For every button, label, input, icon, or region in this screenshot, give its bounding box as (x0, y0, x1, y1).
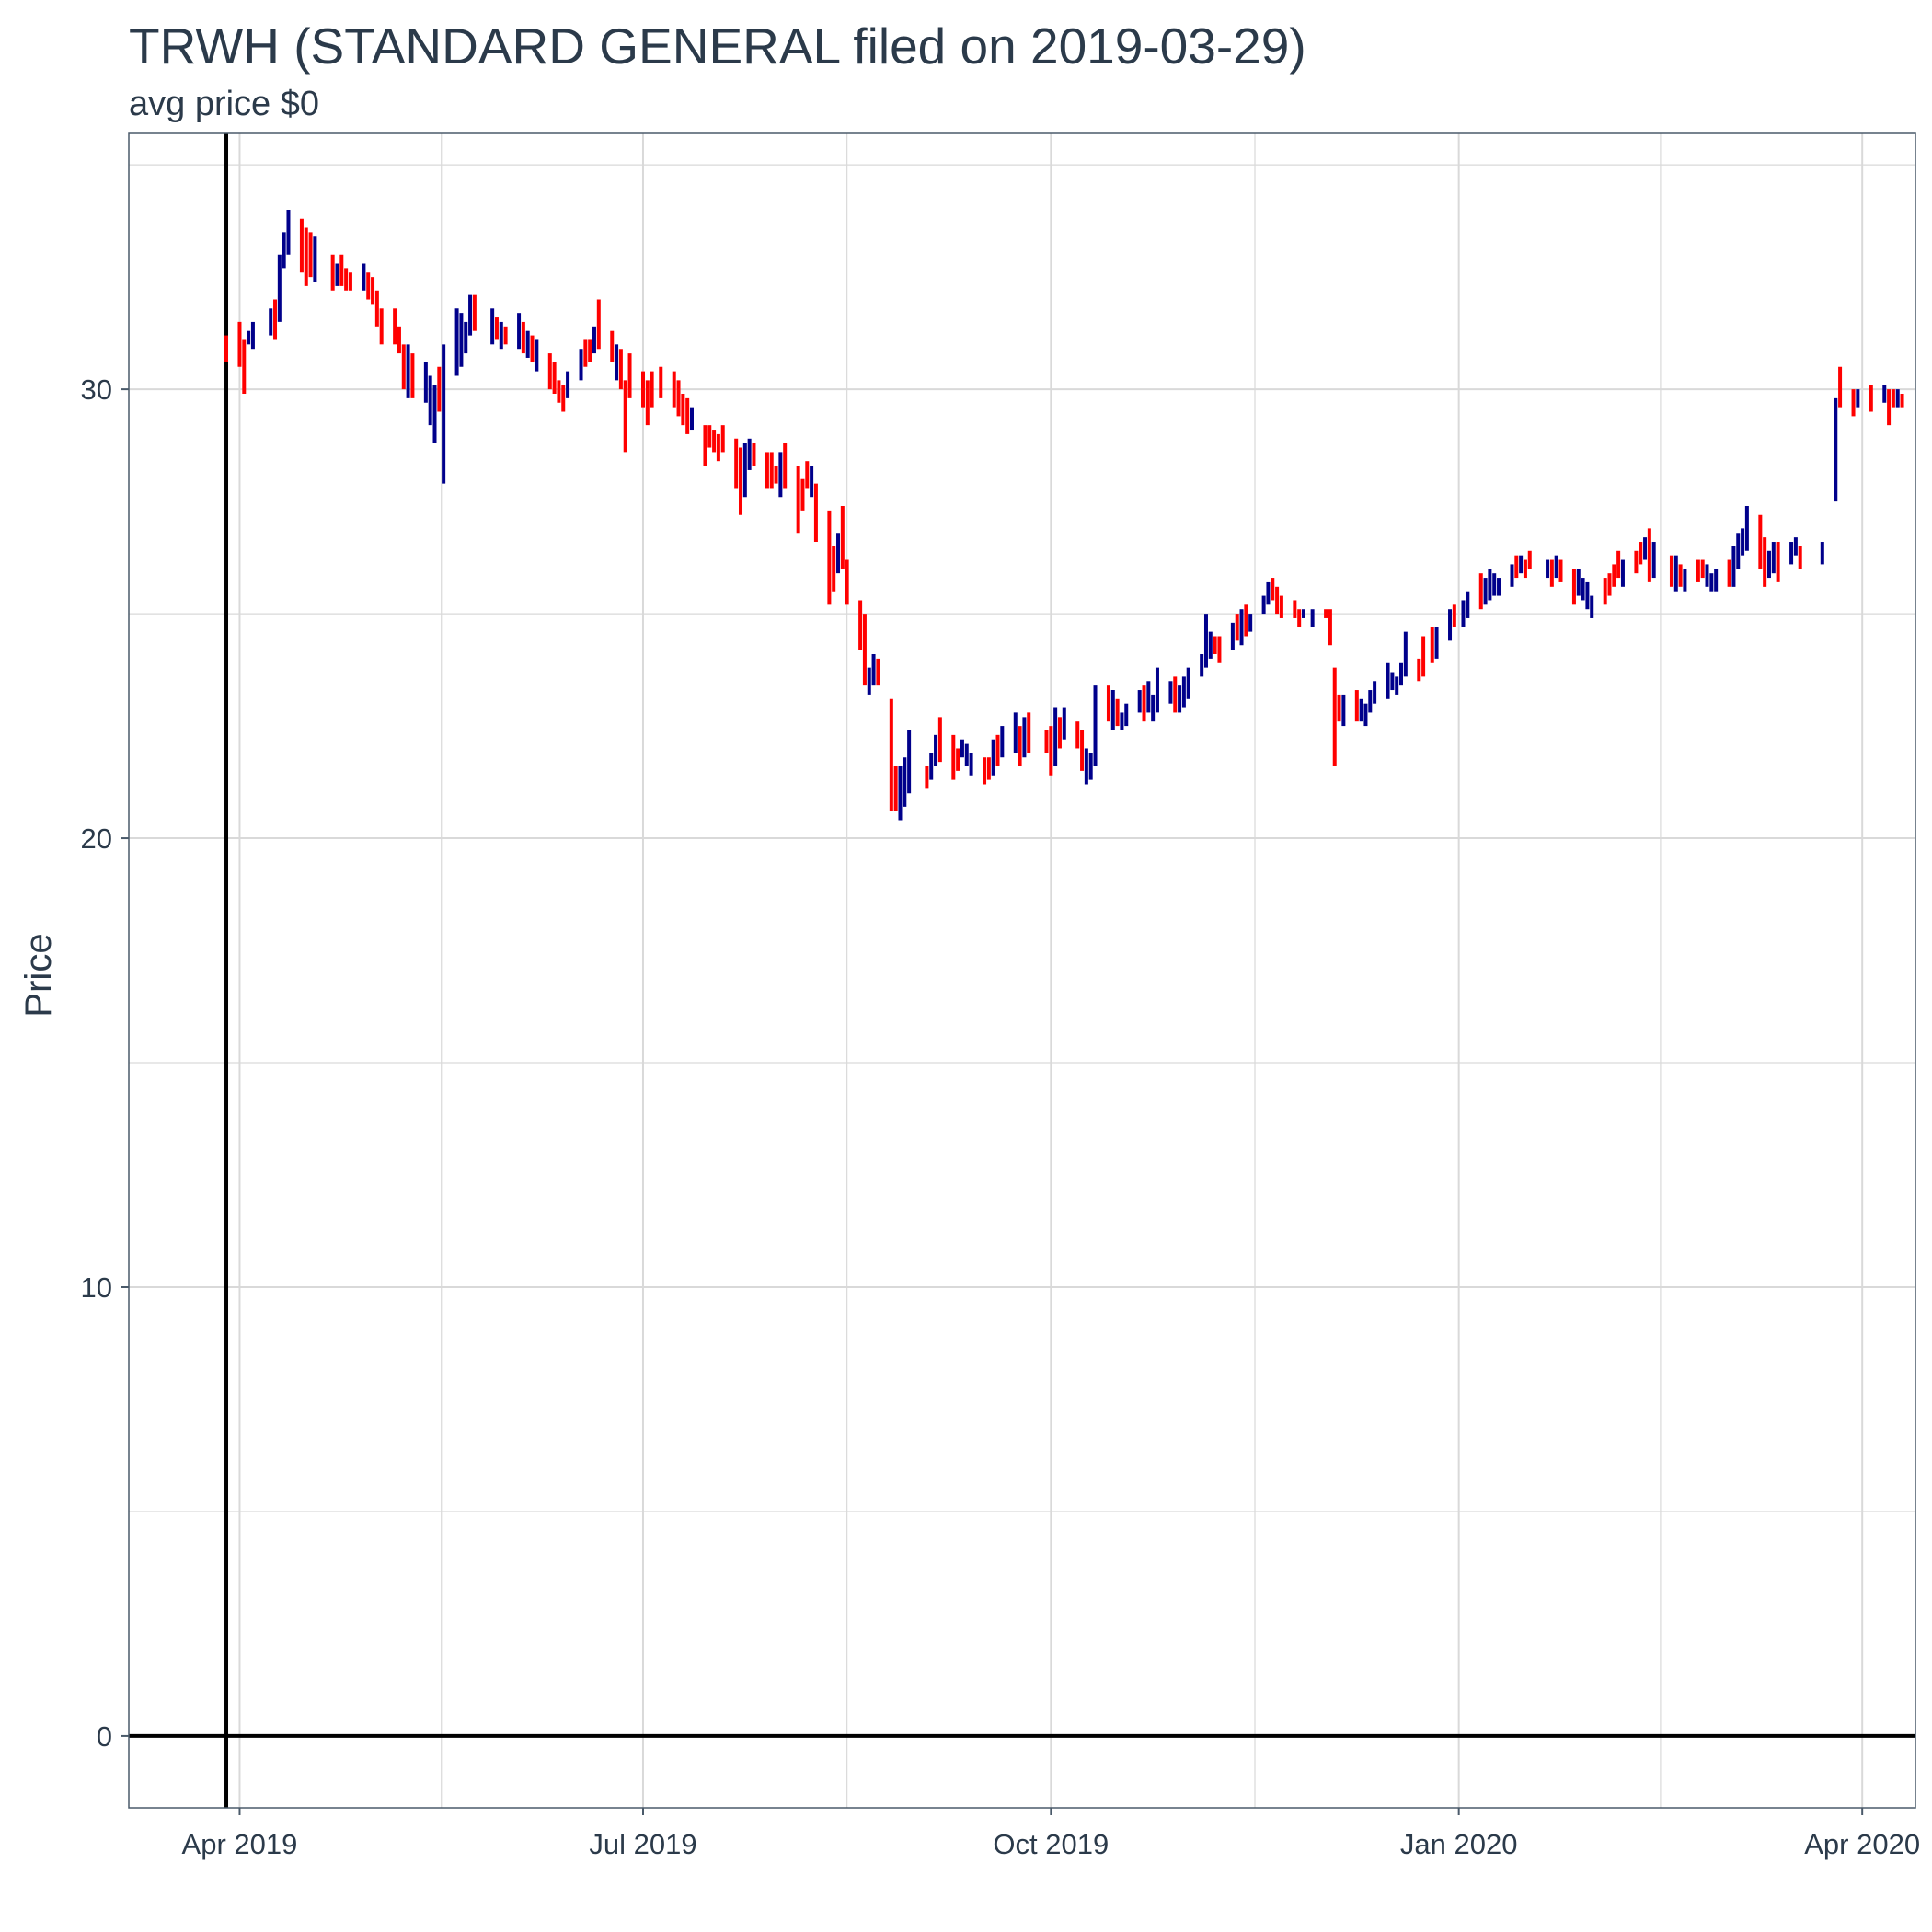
x-tick-label: Jul 2019 (589, 1828, 696, 1860)
y-tick-label: 10 (81, 1271, 112, 1304)
y-tick-label: 20 (81, 822, 112, 855)
x-axis: Apr 2019 Jul 2019 Oct 2019 Jan 2020 Apr 2020 (182, 1808, 1920, 1860)
x-tick-label: Oct 2019 (993, 1828, 1109, 1860)
x-tick-label: Jan 2020 (1400, 1828, 1518, 1860)
x-tick-label: Apr 2019 (182, 1828, 298, 1860)
reference-lines (129, 133, 1915, 1808)
x-tick-label: Apr 2020 (1804, 1828, 1920, 1860)
y-tick-label: 0 (97, 1720, 112, 1753)
panel-border (128, 132, 1916, 1809)
chart-subtitle: avg price $0 (129, 85, 320, 123)
price-bars (224, 209, 1904, 821)
y-axis: 0 10 20 30 (81, 374, 129, 1753)
chart-title: TRWH (STANDARD GENERAL filed on 2019-03-… (129, 17, 1306, 75)
y-axis-title: Price (18, 933, 59, 1017)
grid-lines (129, 133, 1915, 1808)
y-tick-label: 30 (81, 374, 112, 406)
